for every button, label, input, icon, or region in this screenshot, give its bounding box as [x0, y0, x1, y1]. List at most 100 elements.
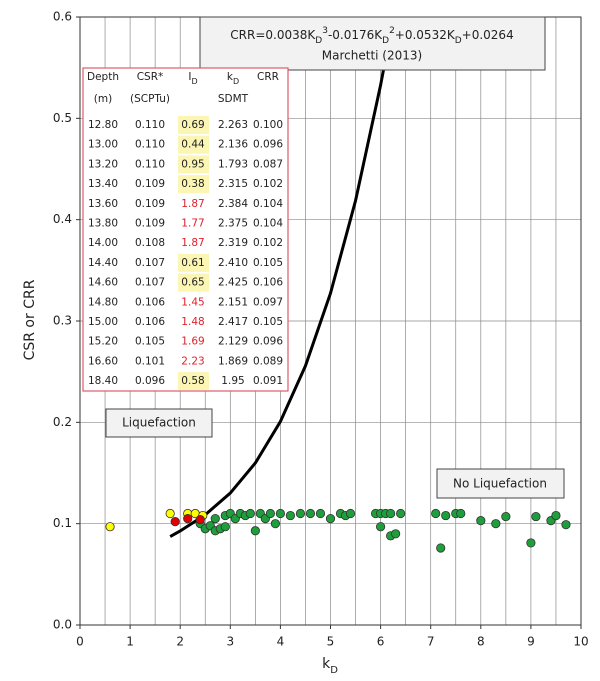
data-point	[183, 513, 193, 524]
table-cell: 1.69	[181, 336, 204, 348]
table-cell: 0.109	[135, 178, 165, 190]
data-point	[305, 508, 316, 519]
table-cell: 2.23	[181, 355, 204, 367]
y-axis-label: CSR or CRR	[22, 279, 38, 360]
header-part: D	[191, 77, 197, 86]
y-tick-label: 0.6	[53, 10, 72, 24]
table-cell: 0.106	[135, 316, 165, 328]
cell-highlight	[178, 116, 209, 134]
table-cell: 2.375	[218, 218, 248, 230]
x-tick-label: 6	[377, 635, 385, 649]
table-unit: (SCPTu)	[130, 93, 170, 105]
table-cell: 15.20	[88, 336, 118, 348]
cell-highlight	[178, 155, 209, 174]
table-header: ID	[188, 71, 197, 86]
data-point	[315, 508, 326, 519]
table-cell: 14.40	[88, 257, 118, 269]
header-part: k	[227, 71, 234, 83]
table-cell: 1.45	[181, 296, 204, 308]
x-tick-label: 3	[226, 635, 234, 649]
table-cell: 0.109	[135, 218, 165, 230]
table-cell: 1.87	[181, 237, 204, 249]
formula-part: 2	[389, 26, 395, 36]
data-point	[456, 508, 466, 519]
cell-highlight	[178, 273, 209, 292]
formula-part: +0.0532K	[395, 28, 456, 42]
table-cell: 2.384	[218, 198, 248, 210]
table-cell: 0.102	[253, 237, 283, 249]
data-point	[270, 519, 280, 529]
formula-part: +0.0264	[462, 28, 514, 42]
table-cell: 0.087	[253, 158, 283, 170]
table-cell: 0.100	[253, 119, 283, 131]
table-cell: 0.105	[135, 336, 165, 348]
table-cell: 14.00	[88, 237, 118, 249]
table-cell: 16.60	[88, 355, 118, 367]
data-point	[295, 508, 306, 519]
table-cell: 14.80	[88, 296, 118, 308]
formula-part: D	[315, 36, 322, 46]
x-axis-label-part: D	[330, 665, 338, 676]
data-point	[170, 517, 180, 527]
x-tick-label: 9	[527, 635, 535, 649]
table-cell: 13.40	[88, 178, 118, 190]
cell-highlight	[178, 175, 209, 194]
formula: CRR=0.0038KD3-0.0176KD2+0.0532KD+0.0264	[230, 26, 513, 46]
table-cell: 1.793	[218, 158, 248, 170]
table-unit: SDMT	[218, 93, 249, 105]
table-cell: 0.105	[253, 257, 283, 269]
cell-highlight	[178, 135, 209, 154]
data-point	[386, 508, 396, 519]
table-cell: 1.77	[181, 218, 204, 230]
label-box	[436, 468, 565, 499]
table-cell: 0.091	[253, 375, 283, 387]
table-cell: 0.109	[135, 198, 165, 210]
y-tick-label: 0.3	[53, 314, 72, 328]
cell-highlight	[178, 253, 209, 272]
table-cell: 0.105	[253, 316, 283, 328]
cell-highlight	[178, 372, 209, 391]
table-cell: 18.40	[88, 375, 118, 387]
table-cell: 0.096	[253, 336, 283, 348]
data-point	[561, 520, 571, 530]
data-point	[345, 508, 356, 519]
data-point	[436, 543, 446, 553]
formula-part: CRR=0.0038K	[230, 28, 316, 42]
table-cell: 13.00	[88, 139, 118, 151]
data-point	[476, 516, 486, 526]
table-cell: 0.110	[135, 119, 165, 131]
formula-part: D	[382, 36, 389, 46]
table-cell: 13.20	[88, 158, 118, 170]
data-point	[491, 519, 501, 529]
data-point	[396, 508, 406, 519]
formula-source: Marchetti (2013)	[322, 49, 422, 63]
x-tick-label: 2	[176, 635, 184, 649]
table-cell: 2.263	[218, 119, 248, 131]
table-cell: 0.69	[181, 119, 204, 131]
table-cell: 0.107	[135, 277, 165, 289]
header-part: I	[188, 71, 191, 83]
formula-part: D	[455, 36, 462, 46]
table-cell: 12.80	[88, 119, 118, 131]
data-point	[431, 508, 441, 519]
table-cell: 0.104	[253, 218, 283, 230]
y-tick-label: 0.1	[53, 516, 72, 530]
header-part: Depth	[87, 71, 119, 83]
x-tick-label: 4	[277, 635, 285, 649]
table-cell: 0.44	[181, 139, 205, 151]
table-cell: 15.00	[88, 316, 118, 328]
table-cell: 0.95	[181, 158, 204, 170]
table-cell: 0.089	[253, 355, 283, 367]
table-cell: 0.096	[135, 375, 165, 387]
table-cell: 1.869	[218, 355, 248, 367]
table-header: CSR*	[137, 71, 164, 83]
x-tick-label: 5	[327, 635, 335, 649]
x-tick-label: 7	[427, 635, 435, 649]
data-point	[105, 522, 115, 532]
data-point	[250, 526, 260, 536]
table-cell: 0.110	[135, 139, 165, 151]
x-tick-label: 10	[573, 635, 588, 649]
table-cell: 2.136	[218, 139, 248, 151]
data-point	[531, 511, 541, 522]
